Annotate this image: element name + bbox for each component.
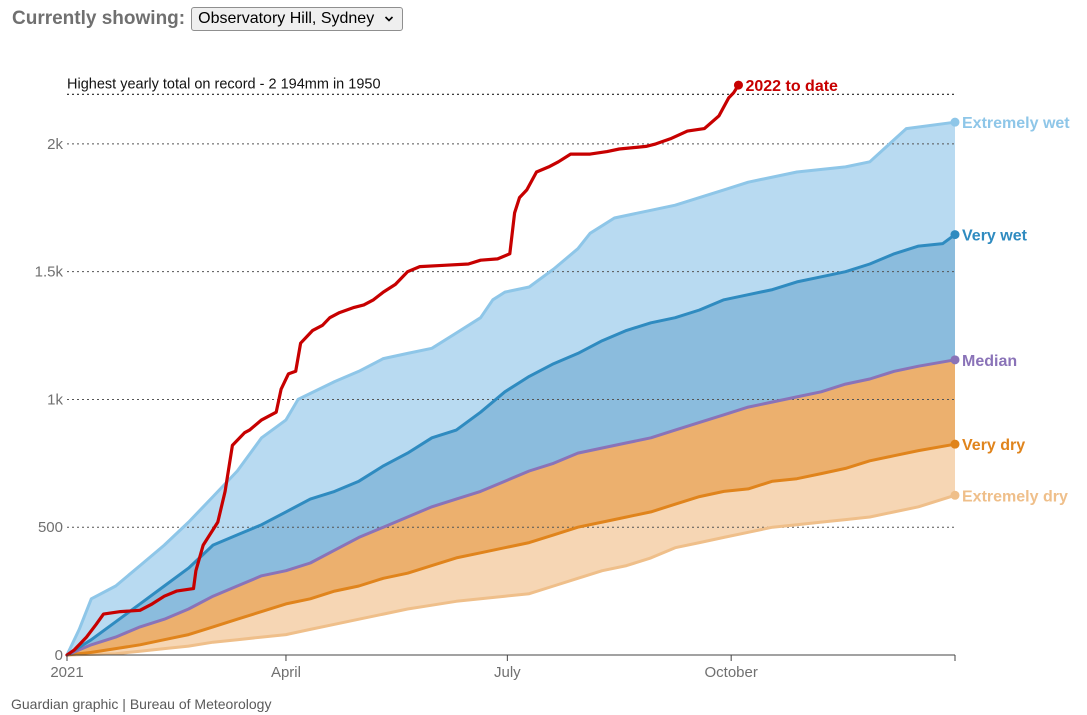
series-label-extremely-wet: Extremely wet (962, 115, 1070, 132)
end-dot-extremely-dry (950, 490, 960, 500)
end-dot-very-wet (950, 230, 960, 240)
location-label: Currently showing: (12, 8, 186, 29)
location-select[interactable]: Observatory Hill, Sydney (191, 7, 404, 31)
x-tick-label: 2021 (50, 664, 83, 681)
series-line-median (65, 358, 957, 657)
x-tick-label: October (704, 664, 757, 681)
band-very-wet (67, 234, 955, 655)
record-label: Highest yearly total on record - 2 194mm… (67, 76, 381, 92)
y-tick-label: 1k (47, 391, 63, 408)
series-line-current (65, 83, 741, 657)
series-line-extremely-dry (65, 493, 957, 657)
series-line-extremely-wet (65, 120, 957, 657)
series-line-very-wet (65, 233, 957, 657)
y-tick-label: 2k (47, 136, 63, 153)
band-extremely-wet (67, 122, 955, 655)
series-label-very-wet: Very wet (962, 228, 1028, 245)
end-dot-median (950, 355, 960, 365)
chevron-down-icon (385, 16, 394, 22)
end-dot-very-dry (950, 439, 960, 449)
series-label-very-dry: Very dry (962, 437, 1025, 454)
location-select-value: Observatory Hill, Sydney (198, 10, 375, 27)
series-label-current: 2022 to date (745, 78, 838, 95)
band-very-dry (67, 359, 955, 655)
end-dot-extremely-wet (950, 117, 960, 127)
location-header: Currently showing: Observatory Hill, Syd… (12, 7, 404, 31)
series-label-extremely-dry: Extremely dry (962, 488, 1068, 505)
series-label-median: Median (962, 353, 1017, 370)
rainfall-chart: 0 500 1k 1.5k 2k Highest yearly total on reco… (35, 76, 1071, 681)
end-dot-current (733, 80, 743, 90)
x-tick-label: April (271, 664, 301, 681)
y-tick-label: 500 (38, 519, 63, 536)
y-tick-label: 1.5k (35, 264, 64, 281)
x-tick-label: July (494, 664, 521, 681)
series-line-very-dry (65, 442, 957, 657)
y-tick-label: 0 (55, 647, 63, 664)
band-extremely-dry (67, 444, 955, 655)
source-credit: Guardian graphic | Bureau of Meteorology (11, 696, 272, 712)
